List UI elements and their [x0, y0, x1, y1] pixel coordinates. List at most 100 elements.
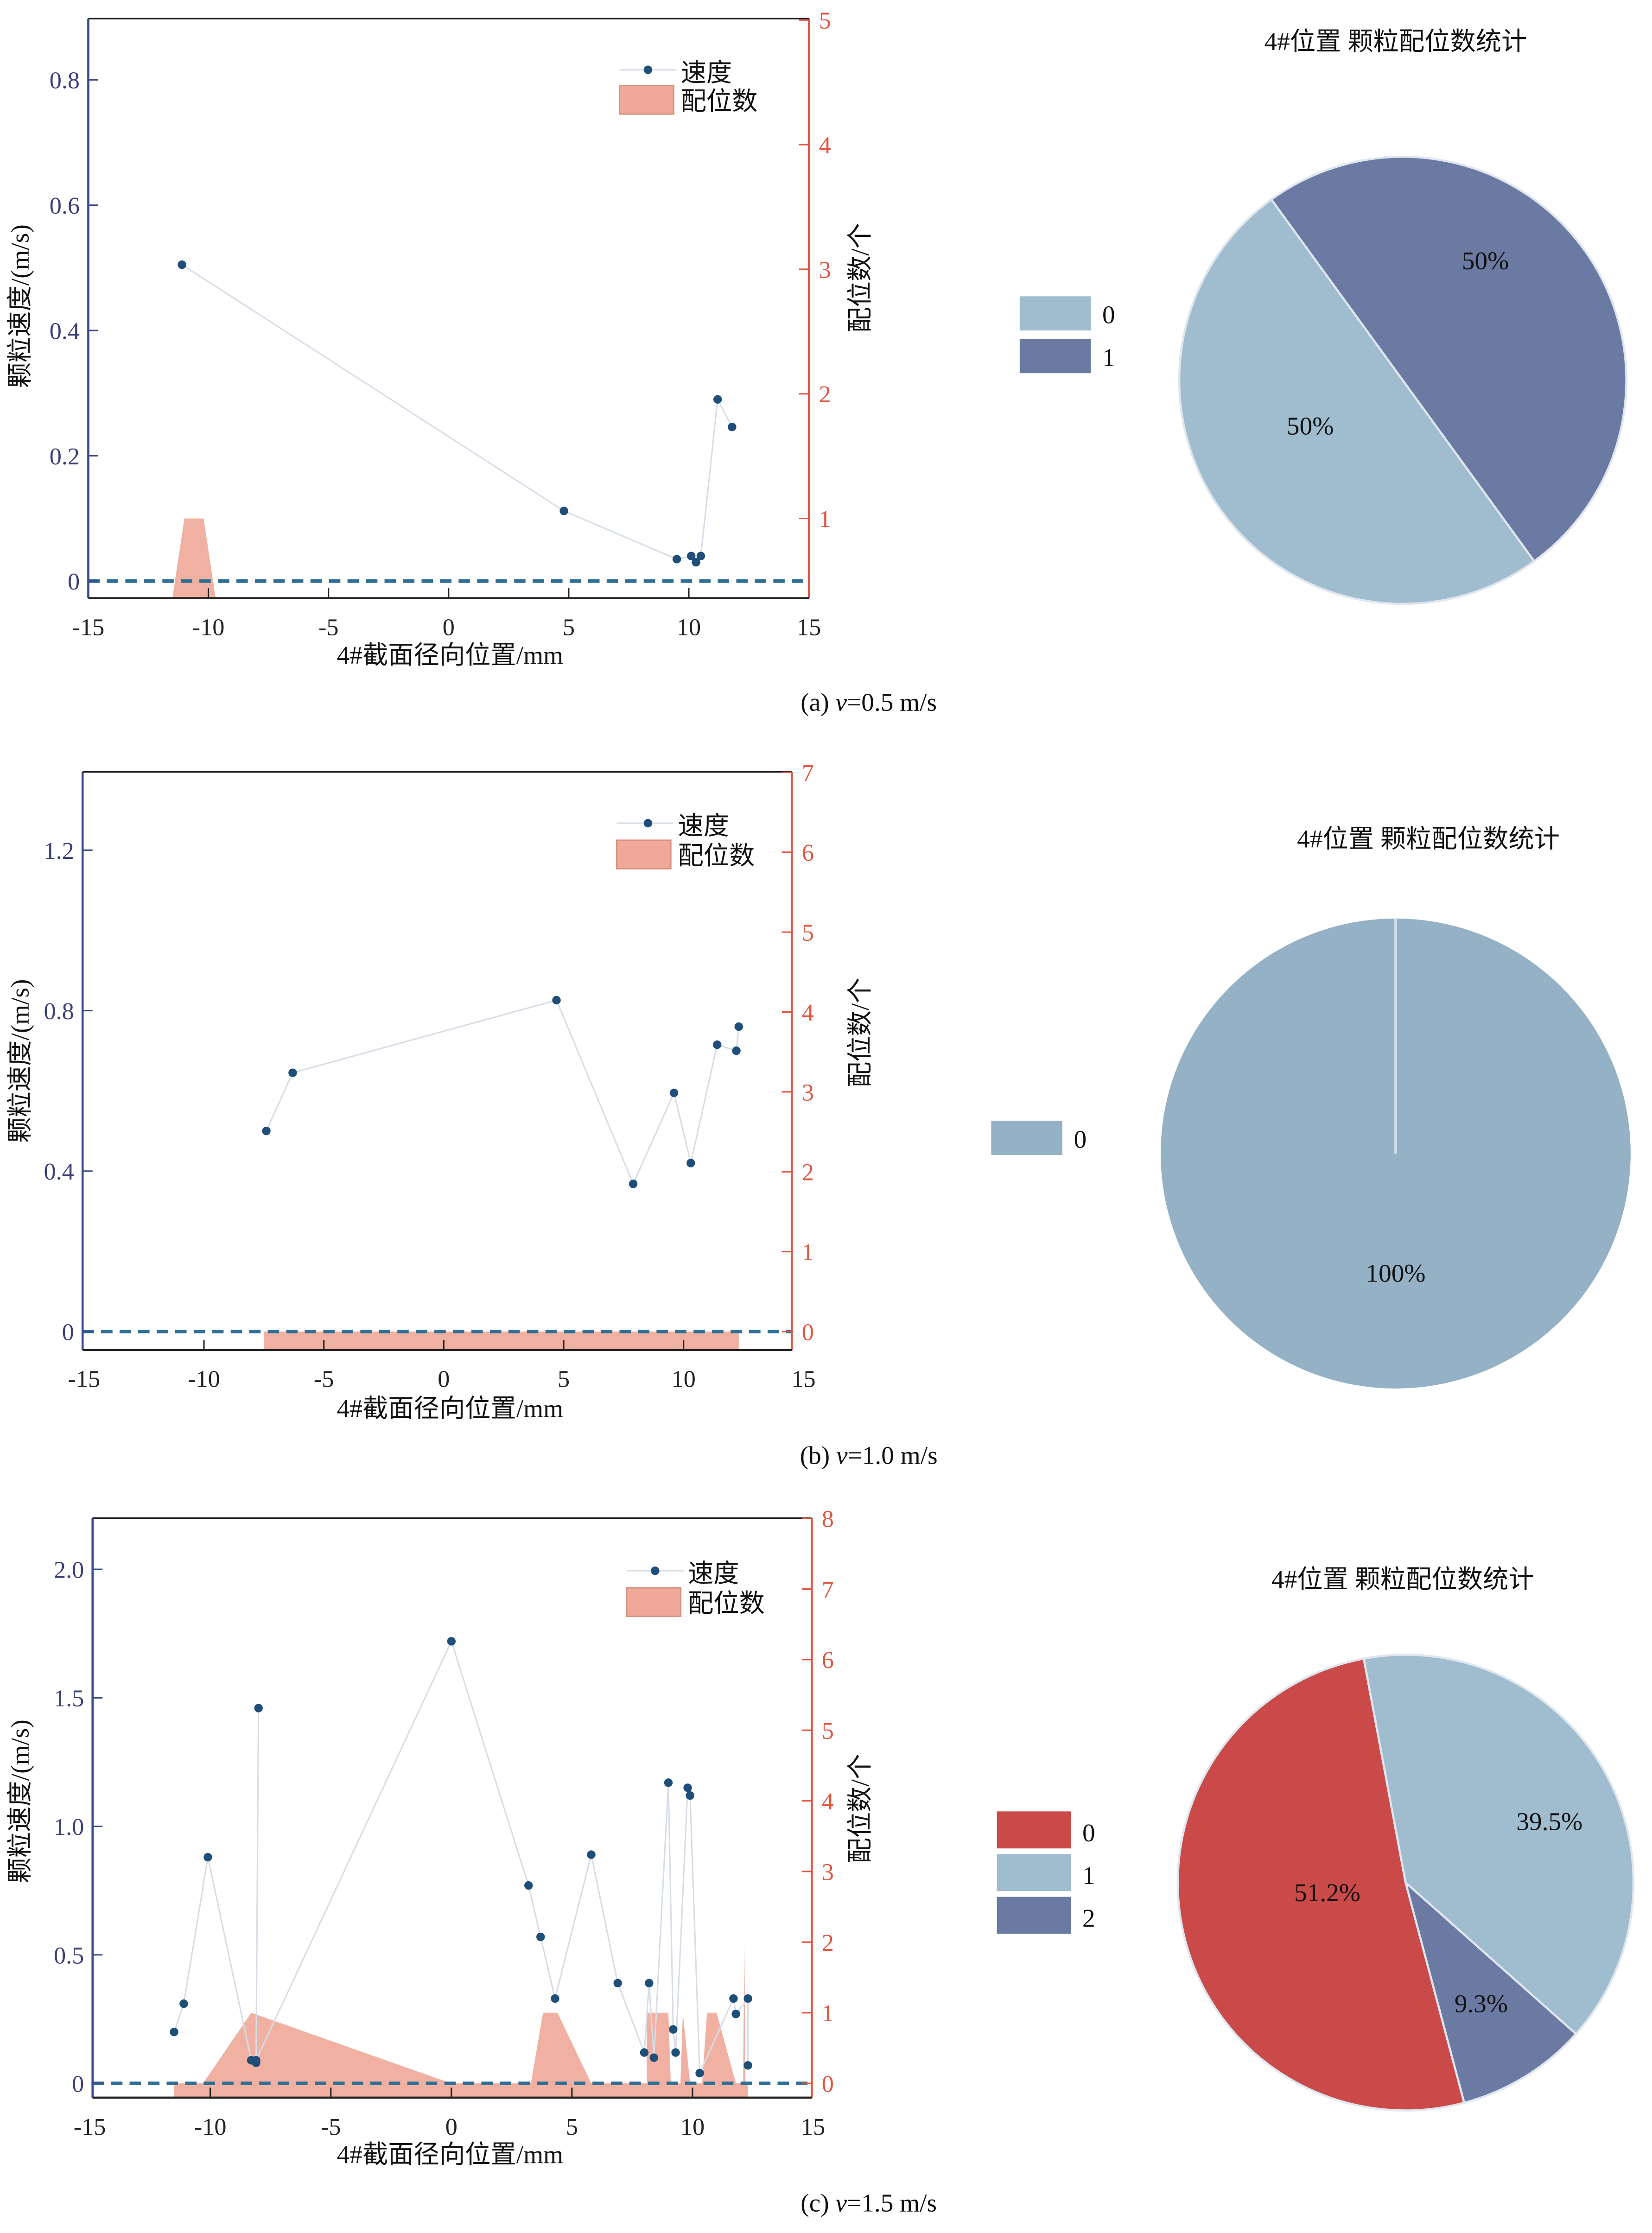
speed-point [729, 1994, 738, 2003]
caption-var: v [835, 2189, 847, 2217]
x-tick-label: 0 [445, 2113, 457, 2140]
speed-point [288, 1068, 297, 1077]
legend-speed-label: 速度 [678, 812, 729, 840]
caption-var: v [835, 688, 847, 716]
pie-legend-swatch [997, 1811, 1071, 1849]
speed-point [695, 2068, 704, 2078]
pie-legend-label: 0 [1082, 1819, 1095, 1847]
y-tick-label: 0.8 [44, 998, 74, 1025]
speed-point [671, 2048, 680, 2057]
x-axis-label: 4#截面径向位置/mm [337, 2140, 563, 2169]
speed-point [728, 422, 737, 431]
pie-slice [1178, 198, 1536, 605]
speed-line [173, 1639, 749, 2074]
caption: (a) v=0.5 m/s [801, 688, 937, 716]
y2-tick-label: 2 [819, 381, 831, 408]
legend-coord-label: 配位数 [688, 1589, 765, 1618]
speed-point [672, 555, 681, 564]
pie-value-label: 50% [1462, 247, 1509, 275]
speed-point [686, 1791, 694, 1800]
speed-point [645, 1979, 654, 1988]
y-axis-label: 颗粒速度/(m/s) [6, 224, 34, 388]
line-chart-c: -15 -10 -5 0 5 10 15 0 0.5 1.0 1.5 2.0 0 1 2 3 4 5 6 7 8 4#截面… [6, 1505, 937, 2217]
speed-point [696, 552, 705, 560]
y-tick-label: 0.6 [50, 192, 80, 219]
y-tick-label: 1.2 [44, 837, 74, 864]
pie-slice [1176, 1657, 1466, 2112]
pie-chart-a: 4#位置 颗粒配位数统计 50% 0 50% 1 [1019, 27, 1627, 605]
y-tick-label: 1.0 [54, 1814, 84, 1840]
speed-point [551, 1994, 559, 2003]
line-chart-a: -15 -10 -5 0 5 10 1500.20.40.60.8123454#截面径向位置… [6, 7, 937, 717]
x-tick-label: -10 [192, 614, 225, 641]
y2-tick-label: 3 [819, 256, 831, 283]
y2-tick-label: 7 [822, 1576, 834, 1603]
x-axis-label: 4#截面径向位置/mm [337, 1394, 563, 1422]
legend-coord-label: 配位数 [681, 87, 758, 115]
speed-point [664, 1778, 673, 1787]
y2-tick-label: 3 [822, 1859, 834, 1885]
x-tick-label: -15 [74, 2113, 106, 2140]
speed-point [743, 2061, 752, 2070]
y2-tick-label: 1 [822, 2000, 834, 2027]
pie-legend-swatch [1019, 296, 1091, 331]
legend-speed-label: 速度 [681, 58, 732, 87]
pie-title: 4#位置 颗粒配位数统计 [1264, 27, 1527, 56]
pie-slice [1270, 156, 1627, 563]
y2-tick-label: 1 [802, 1239, 814, 1266]
speed-point [252, 2056, 261, 2065]
speed-point [170, 2028, 178, 2036]
speed-point [552, 996, 561, 1005]
x-tick-label: 0 [438, 1366, 450, 1393]
x-tick-label: -10 [194, 2113, 227, 2140]
pie-legend-label: 1 [1102, 343, 1115, 372]
caption: (b) v=1.0 m/s [800, 1441, 938, 1470]
speed-point [743, 1994, 752, 2003]
y-tick-label: 0 [62, 1319, 74, 1345]
legend-coord-swatch [626, 1587, 682, 1617]
speed-point [669, 1088, 679, 1097]
x-tick-label: 15 [801, 2113, 825, 2140]
pie-value-label: 51.2% [1294, 1878, 1360, 1907]
y-tick-label: 2.0 [54, 1556, 84, 1583]
legend-speed-marker [651, 1566, 660, 1575]
x-tick-label: -10 [188, 1366, 220, 1393]
speed-point [734, 1022, 743, 1031]
pie-value-label: 9.3% [1455, 1990, 1508, 2018]
y2-tick-label: 6 [822, 1647, 834, 1674]
y-tick-label: 0.4 [44, 1158, 74, 1185]
speed-point [669, 2025, 678, 2034]
pie-value-label: 50% [1287, 412, 1334, 440]
coordination-area [174, 1942, 748, 2098]
x-tick-label: -15 [68, 1366, 100, 1393]
legend-coord-swatch [616, 839, 672, 869]
y2-axis-label: 配位数/个 [846, 223, 874, 333]
speed-line [266, 999, 740, 1186]
x-tick-label: -15 [72, 614, 105, 641]
legend-speed-label: 速度 [688, 1560, 739, 1588]
pie-legend-swatch [997, 1897, 1071, 1934]
speed-point [178, 260, 186, 269]
y2-tick-label: 3 [802, 1079, 814, 1106]
speed-point [447, 1637, 456, 1646]
y2-tick-label: 4 [819, 132, 831, 159]
y2-tick-label: 5 [822, 1718, 834, 1745]
y2-tick-label: 5 [802, 920, 814, 946]
pie-chart-c: 4#位置 颗粒配位数统计 51.2% 0 39.5% 1 9.3% 2 [997, 1565, 1635, 2112]
pie-legend-label: 0 [1074, 1125, 1087, 1154]
y-tick-label: 0.5 [54, 1942, 84, 1969]
caption-var: v [836, 1441, 848, 1470]
x-tick-label: 10 [672, 1366, 696, 1393]
speed-point [732, 1046, 741, 1055]
speed-point [536, 1932, 545, 1941]
y-tick-label: 0.2 [50, 443, 80, 470]
speed-point [686, 552, 696, 560]
y-tick-label: 1.5 [54, 1685, 84, 1712]
x-tick-label: 15 [797, 614, 821, 641]
caption-prefix: (a) [801, 688, 835, 716]
pie-slice [1404, 1879, 1578, 2104]
y2-tick-label: 8 [822, 1505, 834, 1532]
y2-tick-label: 1 [819, 506, 831, 533]
pie-title: 4#位置 颗粒配位数统计 [1297, 825, 1560, 853]
